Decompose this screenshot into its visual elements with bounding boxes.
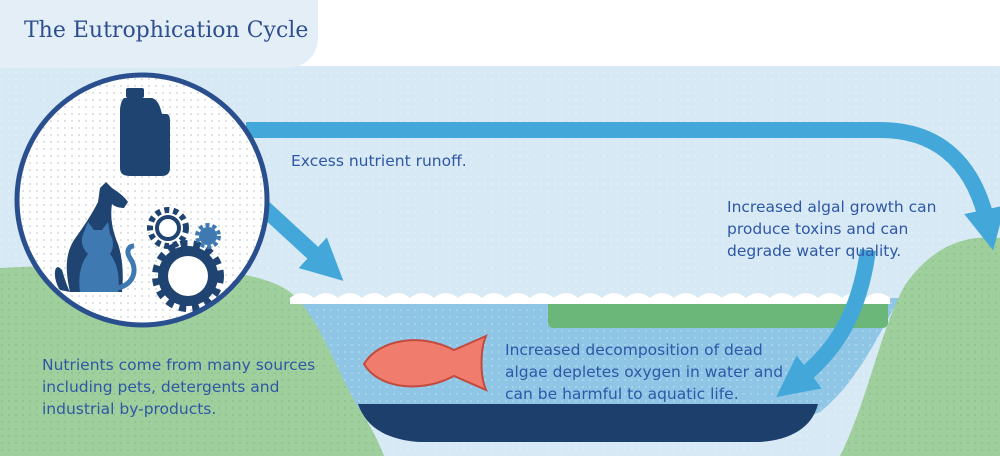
algal-growth-label: Increased algal growth can produce toxin… (727, 198, 937, 260)
fish-icon (362, 334, 488, 392)
nutrient-sources-label: Nutrients come from many sources includi… (42, 356, 316, 418)
land-right-texture (840, 237, 1000, 456)
runoff-to-lake-arrow (256, 200, 344, 281)
algae-to-decomposition-arrow (776, 248, 876, 398)
water-surface-waves (290, 293, 890, 304)
title-tab: The Eutrophication Cycle (0, 0, 318, 68)
diagram-title: The Eutrophication Cycle (24, 18, 309, 43)
detergent-bottle-icon (120, 88, 170, 176)
nutrient-sources-circle (14, 72, 270, 328)
algae-layer (548, 298, 888, 328)
gears-icon (147, 207, 224, 312)
lake-bed (358, 404, 818, 442)
cat-icon (79, 222, 137, 292)
runoff-label: Excess nutrient runoff. (291, 152, 467, 170)
decomposition-label: Increased decomposition of dead algae de… (505, 341, 784, 403)
lake-water-texture (296, 298, 900, 433)
runoff-arrow (246, 122, 1000, 251)
